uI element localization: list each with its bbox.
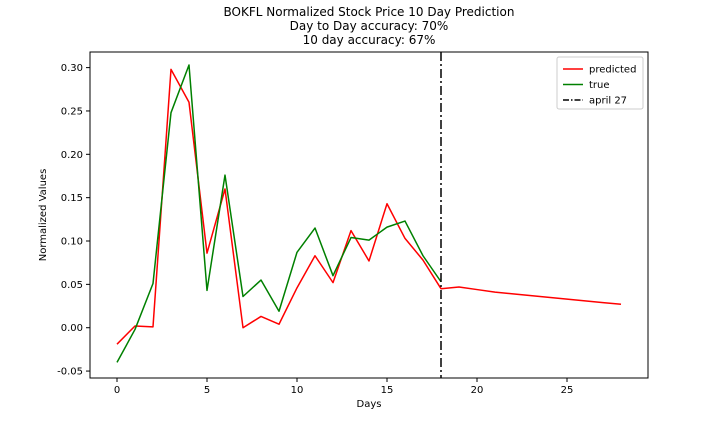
y-tick-label: -0.05 [57,367,83,378]
chart-title: BOKFL Normalized Stock Price 10 Day Pred… [224,5,515,47]
x-tick-label: 10 [291,385,304,396]
y-tick-label: 0.15 [61,193,83,204]
chart-title-line: BOKFL Normalized Stock Price 10 Day Pred… [224,5,515,19]
series-lines [116,64,622,363]
legend-label: predicted [589,65,636,76]
series-line-true [116,64,442,363]
legend: predicted true april 27 [556,56,644,110]
y-tick-label: 0.30 [61,63,83,74]
x-tick-label: 15 [381,385,394,396]
x-tick-label: 20 [471,385,484,396]
series-line-predicted [116,68,622,345]
legend-label: true [589,80,610,91]
legend-box [556,56,644,110]
plot-frame [89,51,649,379]
x-tick-label: 25 [561,385,574,396]
y-tick-label: 0.10 [61,237,83,248]
y-axis-label: Normalized Values [38,169,49,262]
x-tick-label: 5 [204,385,210,396]
x-tick-label: 0 [114,385,120,396]
chart-title-line: 10 day accuracy: 67% [303,33,436,47]
y-axis-ticks: -0.05 0.00 0.05 0.10 0.15 0.20 0.25 0.30 [57,63,90,378]
y-tick-label: 0.05 [61,280,83,291]
plot-area [89,51,649,379]
x-axis-ticks: 0 5 10 15 20 25 [114,378,574,396]
x-axis-label: Days [357,399,382,410]
y-tick-label: 0.00 [61,323,83,334]
y-tick-label: 0.20 [61,150,83,161]
legend-label: april 27 [589,96,627,107]
chart-title-line: Day to Day accuracy: 70% [290,19,449,33]
y-tick-label: 0.25 [61,106,83,117]
